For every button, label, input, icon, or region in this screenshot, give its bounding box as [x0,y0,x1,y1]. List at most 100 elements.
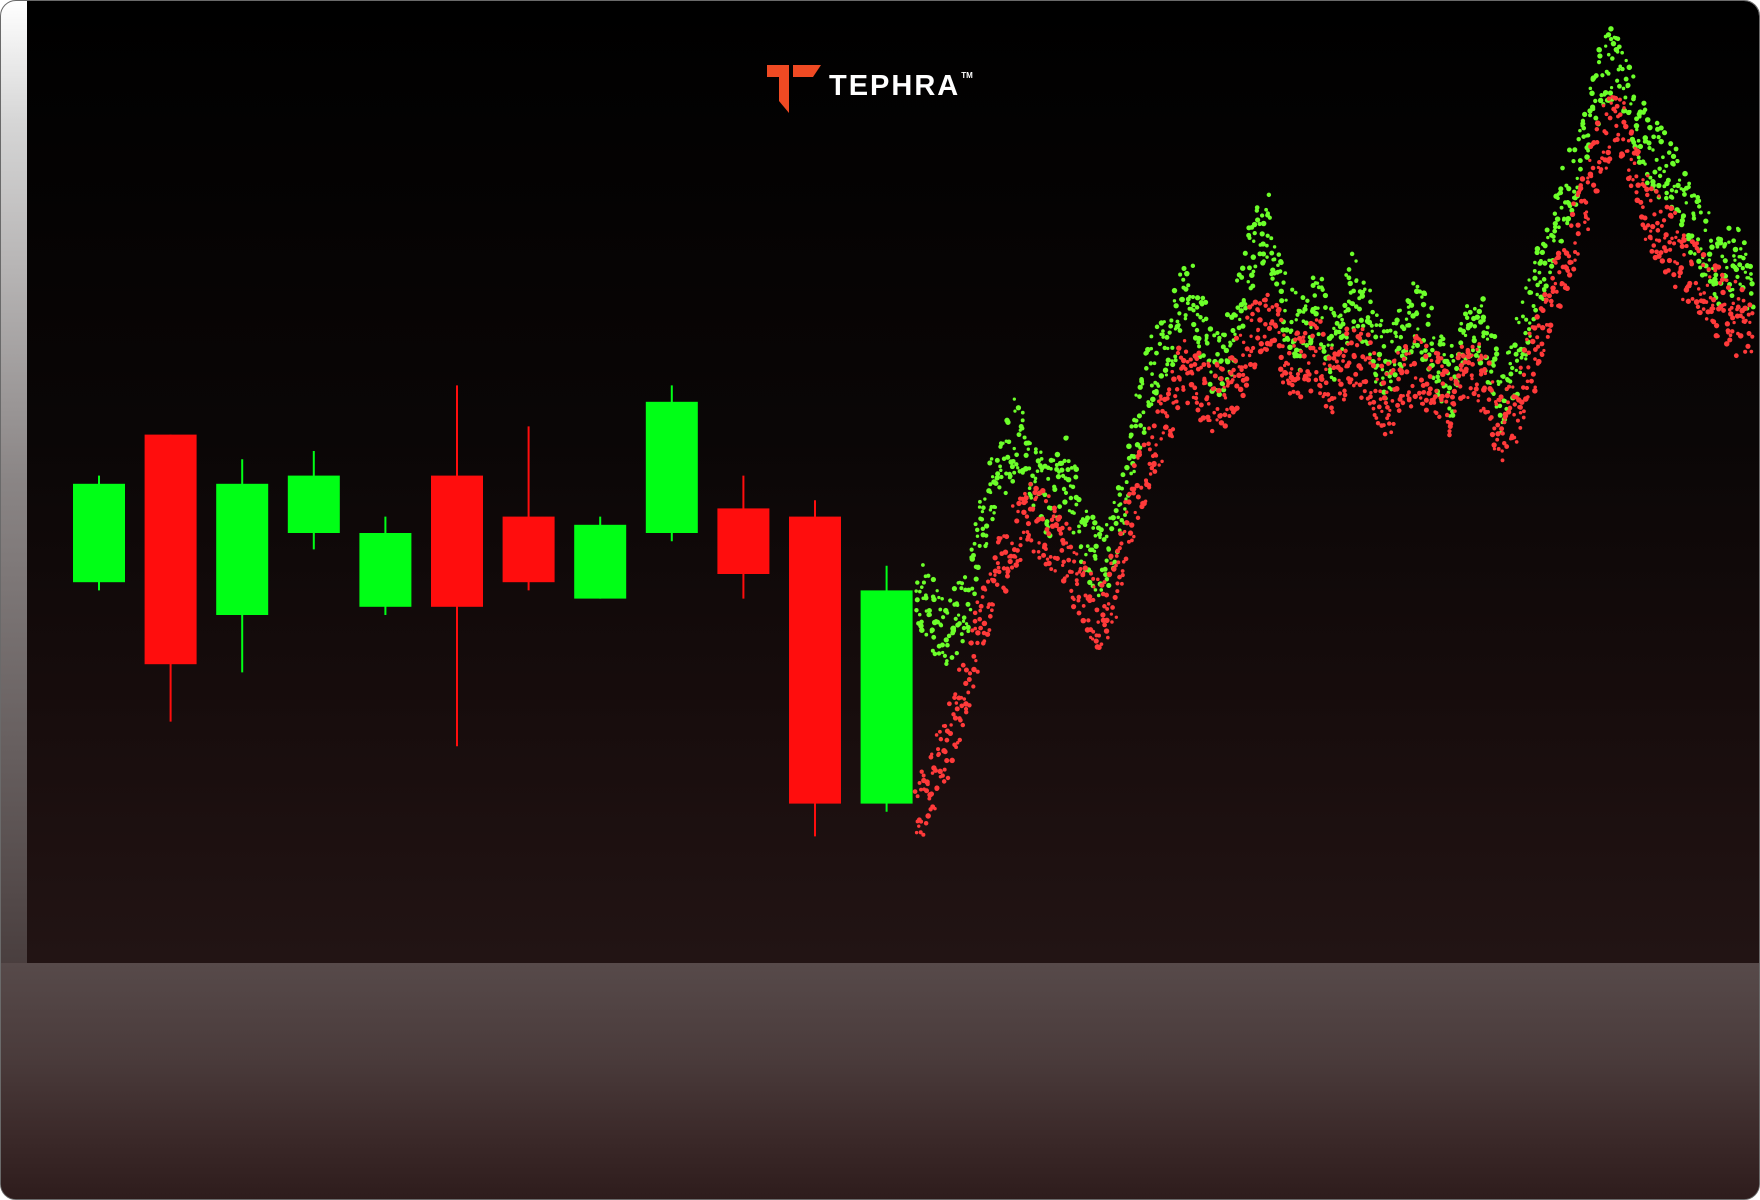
scatter-point [1396,351,1400,355]
scatter-point [1423,353,1429,360]
scatter-point [1006,439,1012,445]
scatter-point [1212,373,1218,379]
scatter-point [1483,371,1488,376]
scatter-point [1451,388,1458,395]
scatter-point [1054,451,1061,458]
scatter-point [1673,146,1679,152]
scatter-point [1376,351,1383,358]
candle-body [287,475,340,533]
scatter-point [1692,252,1697,256]
scatter-point [1051,458,1056,463]
scatter-point [1173,303,1179,309]
scatter-point [1239,265,1246,271]
scatter-point [1251,345,1256,351]
scatter-point [1552,228,1558,234]
scatter-point [973,522,978,527]
scatter-point [1313,311,1319,317]
scatter-point [1593,73,1599,79]
scatter-point [1283,370,1289,376]
scatter-point [1539,352,1545,358]
scatter-point [1742,305,1748,312]
scatter-point [1088,571,1094,576]
scatter-point [919,787,923,792]
scatter-point [1303,320,1309,326]
scatter-point [1276,252,1282,257]
scatter-point [1664,204,1670,210]
scatter-point [1429,305,1435,311]
scatter-point [1136,413,1142,419]
scatter-point [1635,149,1641,155]
scatter-point [1449,394,1455,400]
scatter-point [1016,509,1020,514]
scatter-point [1109,561,1113,566]
scatter-point [915,580,920,585]
scatter-point [1010,458,1016,464]
scatter-point [1737,262,1743,268]
scatter-point [925,813,931,819]
scatter-point [1131,486,1137,492]
scatter-point [1711,303,1715,308]
scatter-point [1192,385,1198,391]
scatter-point [1196,335,1202,342]
scatter-point [1476,394,1481,398]
scatter-point [985,579,991,584]
scatter-point [1256,309,1261,313]
scatter-point [1131,454,1137,460]
scatter-point [941,779,947,784]
scatter-point [1042,492,1048,498]
scatter-point [1360,323,1366,329]
scatter-point [1076,496,1082,503]
scatter-point [1009,464,1015,470]
scatter-point [1234,278,1240,283]
scatter-point [1241,340,1246,345]
scatter-point [1114,554,1119,558]
candle-body [144,434,197,665]
scatter-point [1244,346,1250,352]
scatter-point [1411,281,1416,286]
scatter-point [1129,538,1134,543]
scatter-point [1594,120,1601,126]
scatter-point [1617,112,1623,117]
scatter-point [1542,348,1546,353]
scatter-point [1027,486,1032,491]
scatter-point [1173,358,1178,363]
scatter-point [1098,535,1102,540]
scatter-point [1465,347,1471,353]
scatter-point [1519,355,1524,360]
scatter-point [1300,295,1306,301]
scatter-point [1124,464,1130,471]
scatter-point [1377,357,1381,361]
scatter-point [1176,323,1181,327]
scatter-point [1635,127,1639,132]
scatter-point [1458,384,1463,389]
scatter-point [1659,258,1666,264]
scatter-point [1741,316,1745,320]
scatter-point [1090,637,1095,641]
scatter-point [1253,264,1258,269]
scatter-point [979,517,985,522]
scatter-point [987,614,993,619]
scatter-point [1447,423,1453,429]
scatter-point [1188,381,1195,388]
scatter-point [1542,287,1547,293]
scatter-point [1012,397,1016,401]
scatter-point [1558,186,1564,192]
scatter-point [1206,401,1211,406]
scatter-point [1555,250,1562,257]
scatter-point [1249,318,1254,323]
scatter-point [1644,180,1650,186]
scatter-point [1395,402,1401,408]
scatter-point [1535,292,1539,297]
scatter-point [1295,375,1301,381]
scatter-point [1492,447,1497,451]
scatter-point [1082,570,1086,575]
scatter-point [1434,388,1439,394]
scatter-point [928,754,934,760]
scatter-point [1026,447,1030,451]
scatter-point [1557,270,1562,275]
scatter-point [1507,350,1512,355]
scatter-point [1588,158,1592,163]
scatter-point [1194,327,1200,333]
scatter-point [1597,97,1604,104]
scatter-point [1031,549,1036,554]
